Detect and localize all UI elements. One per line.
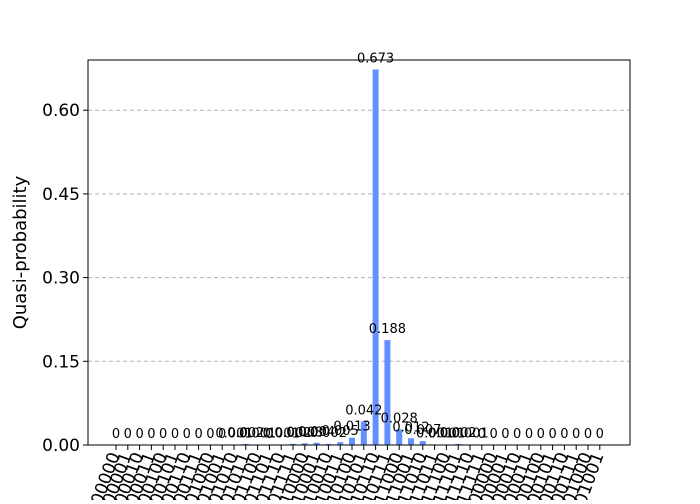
bar bbox=[408, 438, 414, 445]
bar-value-label: 0 bbox=[525, 427, 533, 442]
bar-value-label: 0.001 bbox=[416, 426, 453, 441]
bar-value-label: 0.002 bbox=[227, 426, 264, 441]
y-axis-ticks: 0.00 0.15 0.30 0.45 0.60 bbox=[42, 101, 88, 456]
y-tick-label: 0.45 bbox=[42, 185, 80, 205]
bar-value-label: 0.002 bbox=[310, 426, 347, 441]
y-tick-label: 0.60 bbox=[42, 101, 80, 121]
bar bbox=[242, 443, 249, 445]
bar-value-label: 0 bbox=[478, 427, 486, 442]
bar-value-label: 0 bbox=[171, 427, 179, 442]
bar-value-label: 0.001 bbox=[428, 426, 465, 441]
bar-value-label: 0.005 bbox=[322, 424, 359, 439]
bar bbox=[313, 442, 320, 445]
bar-value-label: 0 bbox=[572, 427, 580, 442]
bars bbox=[231, 69, 473, 445]
bar-value-label: 0.013 bbox=[333, 420, 370, 435]
bar-value-label: 0 bbox=[194, 427, 202, 442]
bar-value-label: 0.002 bbox=[274, 426, 311, 441]
y-axis-label: Quasi-probability bbox=[10, 175, 31, 329]
bar-value-label: 0 bbox=[596, 427, 604, 442]
y-tick-label: 0.30 bbox=[42, 269, 80, 289]
bar bbox=[419, 441, 426, 445]
bar bbox=[325, 443, 332, 445]
bar bbox=[349, 437, 355, 445]
bar-value-label: 0 bbox=[537, 427, 545, 442]
x-axis-ticks: 0000000001000100001100100001010011000111… bbox=[87, 445, 608, 504]
y-tick-label: 0.15 bbox=[42, 352, 80, 372]
bar-value-label: 0.004 bbox=[298, 425, 335, 440]
y-tick-label: 0.00 bbox=[42, 436, 80, 456]
bar-value-label: 0.007 bbox=[404, 423, 441, 438]
bar-value-label: 0 bbox=[112, 427, 120, 442]
bar-value-label: 0.001 bbox=[451, 426, 488, 441]
bar-value-label: 0.001 bbox=[239, 426, 276, 441]
bar bbox=[455, 443, 462, 445]
bar bbox=[290, 443, 296, 445]
bar-value-label: 0 bbox=[135, 427, 143, 442]
bar-value-label: 0 bbox=[560, 427, 568, 442]
bar-value-label: 0.002 bbox=[440, 426, 477, 441]
bar bbox=[301, 443, 308, 445]
bar-value-label: 0 bbox=[147, 427, 155, 442]
bar-value-label: 0.001 bbox=[215, 426, 252, 441]
bar bbox=[337, 442, 344, 445]
bar-value-label: 0.188 bbox=[369, 322, 406, 337]
bar-value-label: 0 bbox=[218, 427, 226, 442]
bar-value-label: 0.001 bbox=[263, 426, 300, 441]
bar-value-label: 0 bbox=[124, 427, 132, 442]
bar bbox=[384, 340, 391, 445]
bar-value-label: 0.012 bbox=[392, 420, 429, 435]
bar-value-label: 0.028 bbox=[381, 411, 418, 426]
bar-value-label: 0 bbox=[548, 427, 556, 442]
bar-value-label: 0 bbox=[489, 427, 497, 442]
bar bbox=[396, 429, 403, 445]
bar-value-labels: 0 0 0 0 0 0 0 0 0 00.0010.0020.00100.0010.0020.00… bbox=[112, 51, 604, 442]
plot-frame bbox=[87, 59, 631, 446]
bar-value-label: 0 bbox=[183, 427, 191, 442]
bar bbox=[372, 69, 379, 445]
bar-value-label: 0.003 bbox=[286, 425, 323, 440]
bar-value-label: 0 bbox=[513, 427, 521, 442]
bar-value-label: 0 bbox=[206, 427, 214, 442]
grid-lines bbox=[88, 109, 630, 362]
bar-value-label: 0.673 bbox=[357, 51, 394, 66]
bar bbox=[360, 421, 367, 445]
bar-value-label: 0 bbox=[501, 427, 509, 442]
bar-value-label: 0.042 bbox=[345, 404, 382, 419]
bar-value-label: 0 bbox=[265, 427, 273, 442]
bar-value-label: 0 bbox=[584, 427, 592, 442]
bar-value-label: 0 bbox=[159, 427, 167, 442]
